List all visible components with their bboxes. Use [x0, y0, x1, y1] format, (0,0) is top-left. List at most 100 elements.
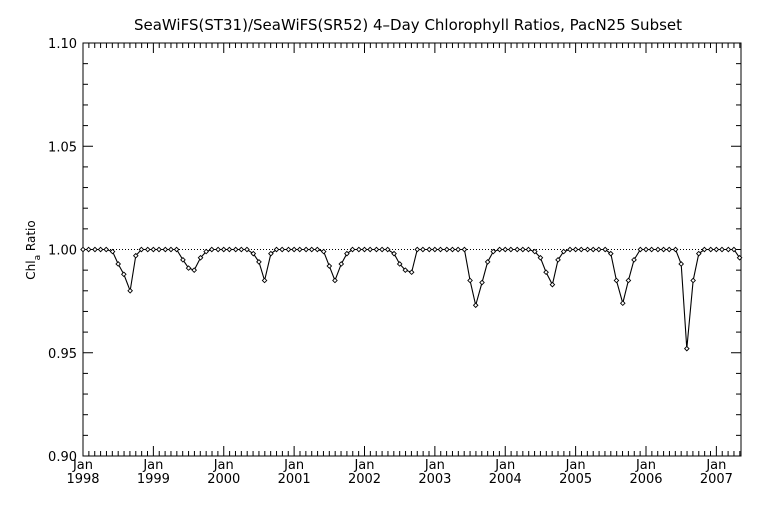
data-point [338, 261, 345, 267]
data-point [602, 246, 609, 253]
data-point [115, 261, 122, 267]
data-point [472, 302, 479, 309]
y-axis-label-suffix: Ratio [24, 220, 38, 255]
data-point [555, 256, 561, 263]
data-point [590, 246, 597, 253]
data-point [666, 246, 673, 253]
data-point [396, 261, 403, 267]
data-point [226, 246, 233, 253]
y-axis-label-subscript: a [33, 255, 43, 261]
x-tick-label-month: Jan [283, 458, 304, 473]
data-point [655, 246, 661, 253]
data-point [185, 265, 192, 271]
data-point [150, 246, 157, 253]
chart-title: SeaWiFS(ST31)/SeaWiFS(SR52) 4–Day Chloro… [134, 16, 682, 34]
x-tick-label-year: 1998 [66, 472, 99, 487]
data-point [384, 246, 391, 253]
y-tick-label: 0.95 [48, 347, 77, 362]
data-point [426, 246, 433, 253]
x-tick-label-month: Jan [142, 458, 163, 473]
data-point [432, 246, 438, 253]
y-axis-label-main: Chl [24, 260, 38, 279]
data-point [496, 246, 503, 253]
x-tick-label-year: 2003 [418, 472, 451, 487]
x-tick-label-year: 2005 [559, 472, 592, 487]
data-point [420, 246, 426, 253]
y-tick-label: 1.00 [48, 244, 77, 259]
data-point [92, 246, 98, 253]
data-point [197, 254, 204, 261]
data-point [97, 246, 104, 253]
data-point [484, 259, 491, 265]
data-point [291, 246, 297, 253]
data-point [643, 246, 649, 253]
x-tick-label-month: Jan [635, 458, 656, 473]
data-point [683, 345, 690, 352]
data-point [250, 250, 257, 257]
data-point [613, 277, 620, 284]
data-point [567, 246, 573, 253]
x-tick-label-year: 2007 [700, 472, 733, 487]
data-point [514, 246, 521, 253]
data-point [736, 254, 743, 261]
x-tick-label-month: Jan [565, 458, 586, 473]
data-point [520, 246, 526, 253]
data-point [208, 246, 215, 253]
data-point [268, 250, 274, 257]
x-tick-label-year: 2002 [348, 472, 381, 487]
data-point [109, 248, 116, 255]
x-tick-label-year: 1999 [137, 472, 170, 487]
data-point [344, 250, 350, 257]
data-point [168, 246, 174, 253]
data-point [502, 246, 509, 253]
data-point [261, 277, 268, 284]
data-point [356, 246, 362, 253]
data-point [332, 277, 338, 284]
data-point [672, 246, 679, 253]
data-point [660, 246, 667, 253]
data-point [713, 246, 720, 253]
data-point [648, 246, 655, 253]
data-point [215, 246, 221, 253]
data-point [707, 246, 714, 253]
y-axis-label: Chla Ratio [24, 220, 43, 279]
data-point [296, 246, 303, 253]
data-point [180, 256, 186, 263]
data-point [584, 246, 591, 253]
data-point [490, 248, 497, 255]
y-tick-label: 0.90 [48, 450, 77, 465]
data-point [379, 246, 385, 253]
data-point [437, 246, 444, 253]
data-point [85, 246, 92, 253]
data-point [279, 246, 285, 253]
data-point [543, 269, 549, 276]
data-point [173, 246, 180, 253]
data-point [138, 246, 145, 253]
data-point [285, 246, 292, 253]
data-point [367, 246, 373, 253]
data-point [80, 246, 86, 253]
data-point [461, 246, 468, 253]
x-tick-label-year: 2001 [278, 472, 311, 487]
x-tick-label-month: Jan [353, 458, 374, 473]
data-point [537, 254, 544, 261]
x-tick-label-year: 2006 [629, 472, 662, 487]
y-tick-label: 1.05 [48, 140, 77, 155]
data-point [144, 246, 151, 253]
data-point [132, 252, 139, 259]
data-point [326, 263, 333, 269]
data-point [731, 246, 737, 253]
x-tick-label-year: 2004 [489, 472, 522, 487]
data-point [303, 246, 309, 253]
x-tick-label-month: Jan [213, 458, 234, 473]
data-point [414, 246, 421, 253]
data-point [156, 246, 162, 253]
x-tick-label-month: Jan [424, 458, 445, 473]
data-point [191, 267, 198, 273]
data-point [408, 269, 415, 276]
data-point [244, 246, 250, 253]
x-tick-label-year: 2000 [207, 472, 240, 487]
y-axis-ticks: 0.90 0.95 1.00 1.05 1.10 [48, 37, 741, 465]
data-point [455, 246, 461, 253]
data-point [120, 271, 127, 278]
